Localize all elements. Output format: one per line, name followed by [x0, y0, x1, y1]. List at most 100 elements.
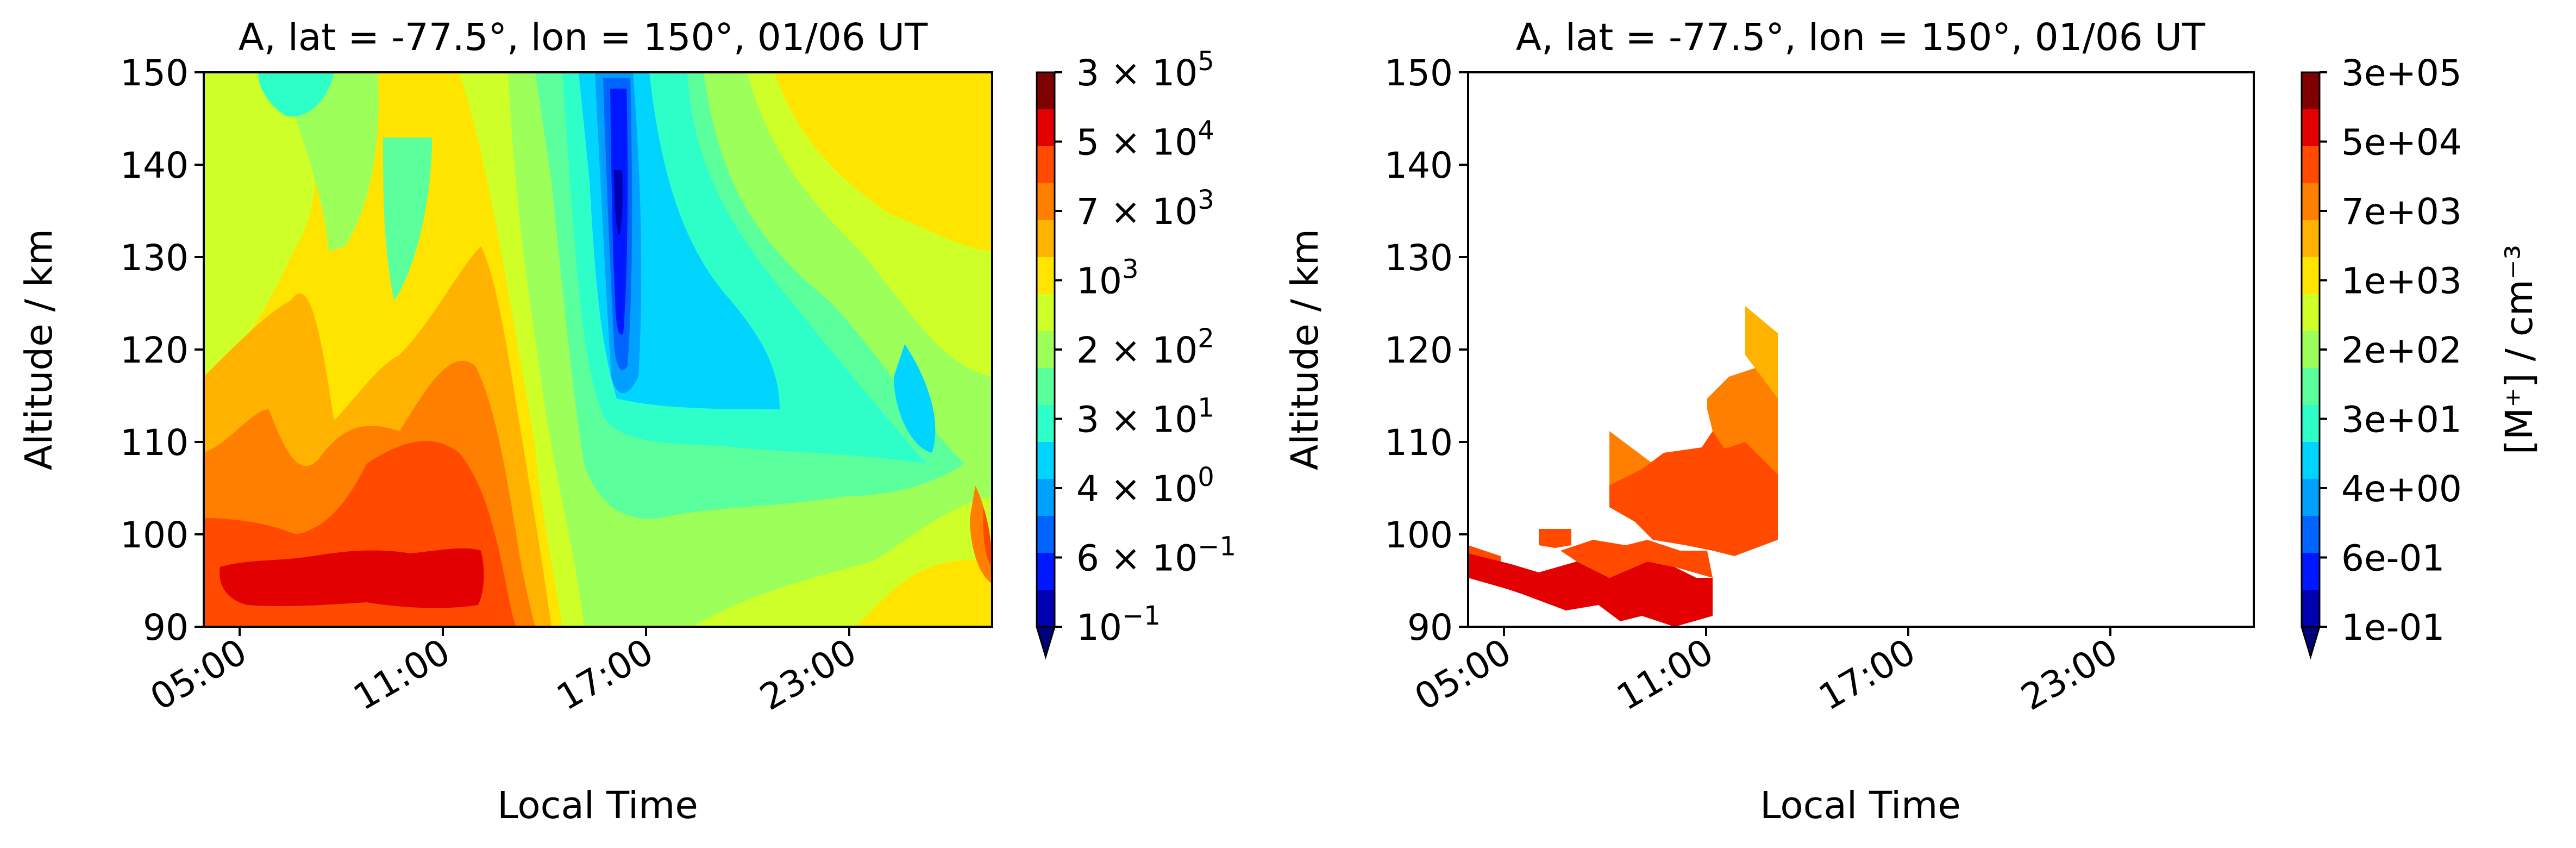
right-colorbar-segment — [2302, 442, 2320, 479]
right-contour-level-amber — [1745, 306, 1778, 398]
right-colorbar-tick-label: 2e+02 — [2341, 329, 2462, 371]
left-colorbar-segment — [1037, 146, 1055, 184]
left-colorbar-segment — [1037, 553, 1055, 590]
right-colorbar-segment — [2302, 368, 2320, 406]
right-panel: A, lat = -77.5°, lon = 150°, 01/06 UT 90… — [1283, 16, 2541, 827]
left-contour-level-lightgreen2 — [280, 72, 379, 252]
left-colorbar: 3 × 105 5 × 104 7 × 103 103 2 × 102 3 × 101 4 … — [1035, 46, 1236, 660]
left-xtick-label: 17:00 — [550, 631, 660, 719]
left-colorbar-tick-label: 103 — [1076, 254, 1139, 302]
left-title: A, lat = -77.5°, lon = 150°, 01/06 UT — [239, 16, 928, 59]
left-xlabel: Local Time — [497, 784, 698, 827]
left-colorbar-segment — [1037, 331, 1055, 369]
right-colorbar-tick-label: 6e-01 — [2341, 538, 2445, 579]
right-colorbar-tick-label: 1e+03 — [2341, 260, 2462, 302]
left-colorbar-tick-label: 7 × 103 — [1076, 185, 1214, 233]
right-contour-level-redorange3 — [1560, 540, 1713, 578]
left-colorbar-segment — [1037, 442, 1055, 479]
left-colorbar-tick-label: 6 × 10−1 — [1076, 532, 1236, 579]
right-xtick-label: 11:00 — [1610, 631, 1720, 719]
left-contour-level-red — [220, 548, 484, 608]
left-ytick-label: 90 — [143, 607, 189, 649]
left-ytick-label: 100 — [120, 514, 189, 556]
left-ytick-label: 120 — [120, 329, 189, 371]
left-ylabel: Altitude / km — [17, 229, 61, 470]
left-colorbar-segment — [1037, 109, 1055, 147]
right-field-background — [1468, 72, 2254, 627]
left-colorbar-segment — [1037, 590, 1055, 627]
left-colorbar-segment — [1037, 479, 1055, 516]
right-title: A, lat = -77.5°, lon = 150°, 01/06 UT — [1516, 16, 2205, 59]
right-ytick-label: 140 — [1384, 145, 1453, 186]
left-colorbar-segment — [1037, 183, 1055, 221]
right-xaxis: 05:00 11:00 17:00 23:00 — [1408, 627, 2124, 719]
right-ytick-label: 150 — [1384, 52, 1453, 94]
right-contour-level-redorange2 — [1539, 529, 1571, 548]
right-colorbar-segment — [2302, 183, 2320, 221]
left-colorbar-segment — [1037, 368, 1055, 406]
right-colorbar-segment — [2302, 405, 2320, 442]
right-xlabel: Local Time — [1760, 784, 1961, 827]
right-xtick-label: 17:00 — [1812, 631, 1922, 719]
left-xtick-label: 11:00 — [347, 631, 457, 719]
left-ytick-label: 110 — [120, 422, 189, 464]
right-colorbar-segment — [2302, 146, 2320, 184]
left-contour-level-redright — [970, 485, 992, 583]
left-colorbar-segment — [1037, 257, 1055, 295]
left-contour-level-redright2 — [983, 507, 992, 567]
left-colorbar-segment — [1037, 220, 1055, 258]
right-colorbar-segment — [2302, 553, 2320, 590]
right-ylabel: Altitude / km — [1283, 229, 1327, 470]
left-colorbar-segment — [1037, 516, 1055, 553]
left-contour-level-navy — [614, 170, 623, 235]
right-colorbar-segment — [2302, 516, 2320, 553]
left-colorbar-tick-label: 3 × 101 — [1076, 393, 1214, 441]
right-colorbar-segment — [2302, 220, 2320, 258]
left-colorbar-segment — [1037, 72, 1055, 110]
left-colorbar-tick-label: 5 × 104 — [1076, 116, 1214, 164]
left-colorbar-tick-label: 2 × 102 — [1076, 323, 1214, 371]
right-colorbar-segment — [2302, 72, 2320, 110]
left-colorbar-tick-label: 3 × 105 — [1076, 46, 1214, 94]
right-colorbar-segment — [2302, 294, 2320, 332]
right-colorbar-segment — [2302, 257, 2320, 295]
left-contour-level-aqua2 — [258, 72, 334, 117]
left-contour-level-green2 — [204, 72, 318, 377]
right-ytick-label: 120 — [1384, 329, 1453, 371]
left-ytick-label: 150 — [120, 52, 189, 94]
right-colorbar-segment — [2302, 479, 2320, 516]
left-yaxis: 90 100 110 120 130 140 150 — [120, 52, 204, 649]
right-colorbar-segment — [2302, 331, 2320, 369]
right-ytick-label: 100 — [1384, 514, 1453, 556]
right-colorbar-tick-label: 7e+03 — [2341, 191, 2462, 233]
right-contour-level-red — [1468, 553, 1713, 627]
right-colorbar-tick-label: 5e+04 — [2341, 122, 2462, 164]
left-xtick-label: 23:00 — [753, 631, 863, 719]
left-colorbar-tick-label: 4 × 100 — [1076, 462, 1214, 510]
right-colorbar-extend-triangle — [2300, 626, 2321, 660]
right-contour-level-redorange5 — [1631, 442, 1778, 556]
left-contour-level-mint2 — [383, 138, 432, 301]
left-plot-area — [204, 72, 992, 627]
right-ytick-label: 90 — [1407, 607, 1453, 649]
right-colorbar-tick-label: 4e+00 — [2341, 468, 2462, 510]
right-colorbar-segment — [2302, 590, 2320, 627]
left-ytick-label: 140 — [120, 145, 189, 186]
left-colorbar-segment — [1037, 405, 1055, 442]
right-ytick-label: 110 — [1384, 422, 1453, 464]
left-contour-level-cyan2 — [894, 344, 936, 453]
right-yaxis: 90 100 110 120 130 140 150 — [1384, 52, 1468, 649]
right-colorbar-tick-label: 3e+01 — [2341, 399, 2462, 441]
right-colorbar-tick-label: 3e+05 — [2341, 52, 2462, 94]
left-panel: A, lat = -77.5°, lon = 150°, 01/06 UT — [17, 16, 1236, 827]
left-ytick-label: 130 — [120, 237, 189, 279]
right-colorbar-label: [M⁺] / cm⁻³ — [2498, 245, 2541, 454]
right-colorbar-segment — [2302, 109, 2320, 147]
left-colorbar-tick-label: 10−1 — [1076, 601, 1161, 649]
left-colorbar-segment — [1037, 294, 1055, 332]
right-colorbar: 3e+05 5e+04 7e+03 1e+03 2e+02 3e+01 4e+00 6e-01… — [2300, 52, 2462, 660]
left-colorbar-extend-triangle — [1035, 626, 1056, 660]
right-plot-area — [1468, 72, 2254, 627]
right-ytick-label: 130 — [1384, 237, 1453, 279]
